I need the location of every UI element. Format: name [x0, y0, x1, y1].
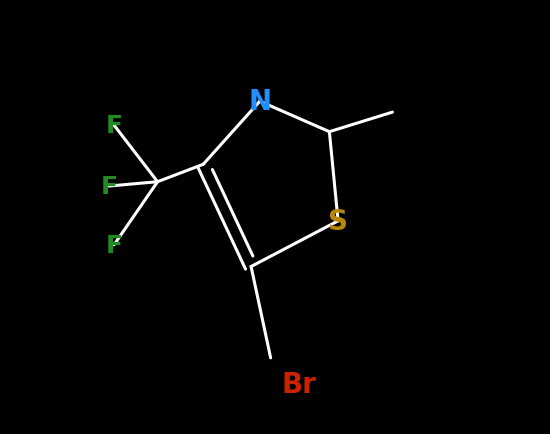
- Text: F: F: [106, 233, 123, 257]
- Text: Br: Br: [282, 370, 316, 398]
- Text: S: S: [328, 207, 348, 235]
- Text: N: N: [248, 88, 271, 116]
- Text: F: F: [106, 114, 123, 138]
- Text: F: F: [100, 174, 117, 199]
